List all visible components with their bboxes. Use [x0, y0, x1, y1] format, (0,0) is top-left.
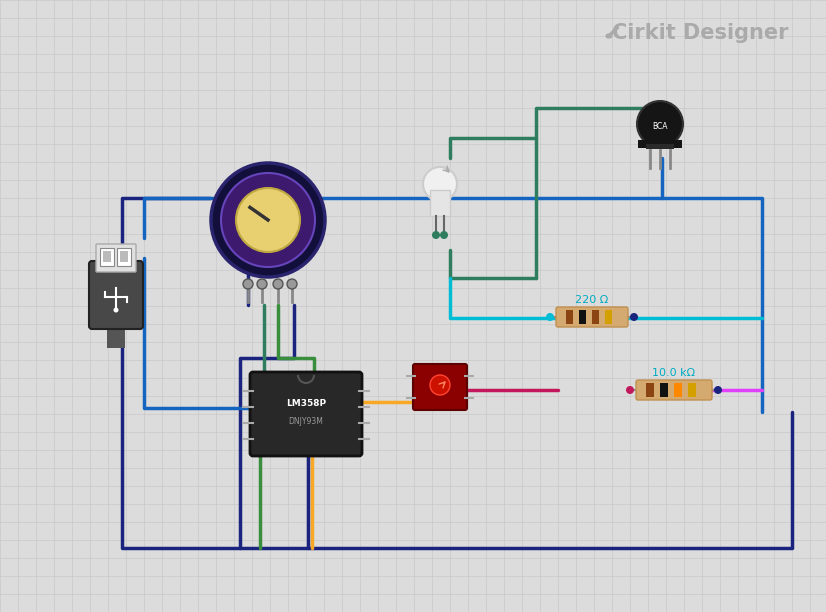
Circle shape [432, 231, 440, 239]
Bar [566, 310, 573, 324]
Circle shape [221, 173, 315, 267]
Bar [646, 144, 674, 149]
FancyBboxPatch shape [89, 261, 143, 329]
Circle shape [605, 34, 610, 39]
Circle shape [714, 386, 722, 394]
Bar [103, 251, 111, 262]
Circle shape [430, 375, 450, 395]
Bar [688, 383, 696, 397]
FancyBboxPatch shape [413, 364, 467, 410]
Circle shape [637, 101, 683, 147]
Circle shape [257, 279, 267, 289]
Bar [117, 248, 131, 266]
Bar [579, 310, 586, 324]
Text: 220 Ω: 220 Ω [576, 295, 609, 305]
Bar [660, 383, 668, 397]
Circle shape [113, 307, 118, 313]
Circle shape [546, 313, 554, 321]
Bar [646, 383, 654, 397]
Bar [107, 320, 125, 348]
Circle shape [273, 279, 283, 289]
FancyBboxPatch shape [636, 380, 712, 400]
Circle shape [287, 279, 297, 289]
Circle shape [607, 34, 613, 39]
Text: Cirkit Designer: Cirkit Designer [612, 23, 788, 43]
Bar [638, 140, 682, 148]
Text: LM358P: LM358P [286, 398, 326, 408]
Bar [592, 310, 599, 324]
FancyBboxPatch shape [96, 244, 136, 272]
Text: 10.0 kΩ: 10.0 kΩ [653, 368, 695, 378]
FancyBboxPatch shape [250, 372, 362, 456]
Text: DNJY93M: DNJY93M [288, 417, 324, 425]
Circle shape [236, 188, 300, 252]
Circle shape [211, 163, 325, 277]
Circle shape [626, 386, 634, 394]
FancyBboxPatch shape [556, 307, 628, 327]
Bar [120, 251, 128, 262]
Bar [674, 383, 682, 397]
Circle shape [243, 279, 253, 289]
Circle shape [440, 231, 448, 239]
Bar [430, 190, 450, 216]
Circle shape [630, 313, 638, 321]
Bar [605, 310, 612, 324]
Text: BCA: BCA [653, 122, 667, 130]
Circle shape [423, 167, 457, 201]
Bar [100, 248, 114, 266]
